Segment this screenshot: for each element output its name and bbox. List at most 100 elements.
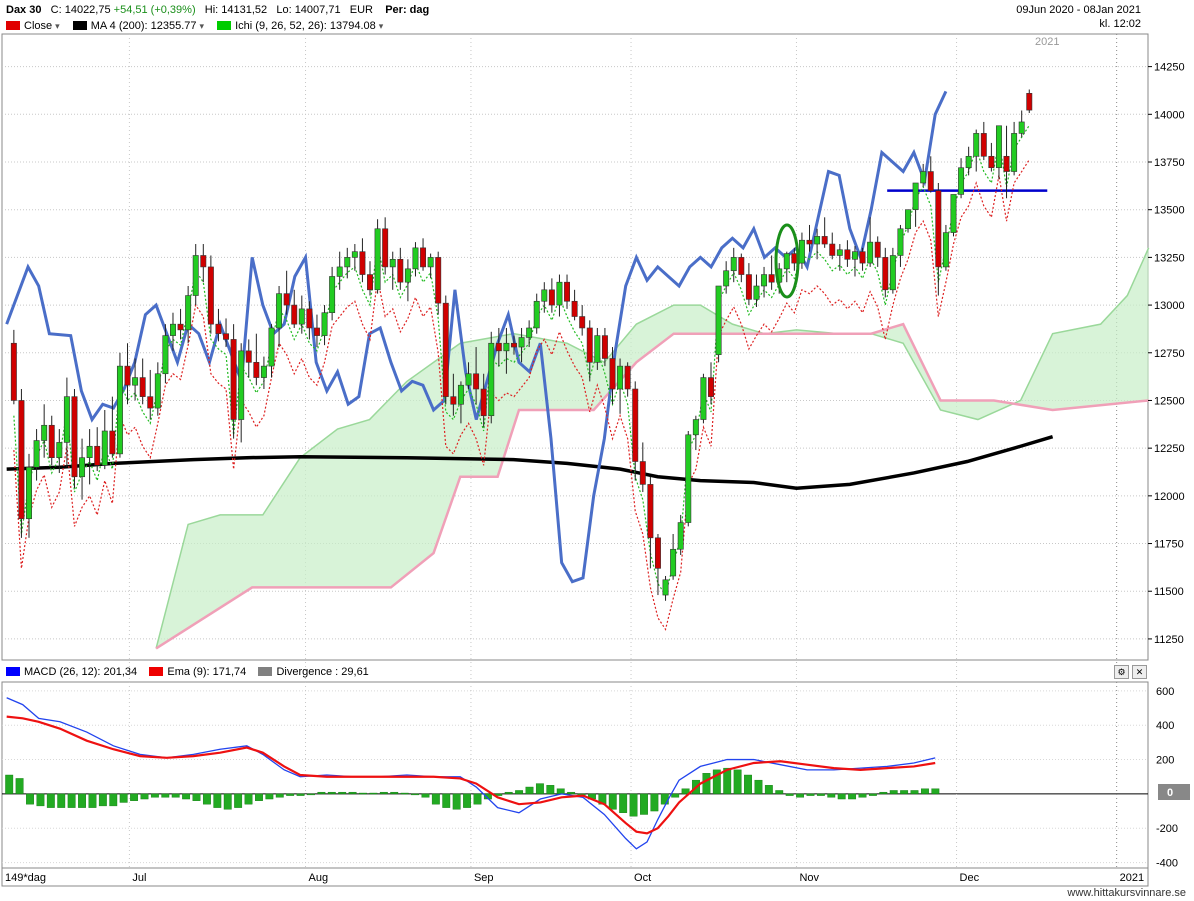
x-tick-label: 2021 xyxy=(1120,872,1144,884)
x-tick-label: Oct xyxy=(634,872,651,884)
candle-body xyxy=(268,327,275,367)
divergence-bar xyxy=(775,790,784,795)
candle-body xyxy=(639,461,646,485)
divergence-bar xyxy=(411,793,419,796)
candle-body xyxy=(488,342,495,417)
divergence-bar xyxy=(307,793,315,796)
candle-body xyxy=(397,258,404,283)
candle-body xyxy=(154,373,161,409)
settings-icon[interactable]: ⚙ xyxy=(1114,665,1129,679)
divergence-bar xyxy=(754,779,763,795)
candle-body xyxy=(935,190,942,268)
candle-body xyxy=(495,342,502,352)
candle-body xyxy=(109,430,116,455)
candle-body xyxy=(783,253,790,270)
legend-close[interactable]: Close xyxy=(6,20,52,32)
candle-body xyxy=(33,440,40,468)
divergence-bar xyxy=(671,793,680,798)
candle-body xyxy=(298,308,305,325)
candle-body xyxy=(283,293,290,306)
candle-body xyxy=(647,484,654,539)
divergence-bar xyxy=(535,783,544,795)
close-icon[interactable]: ✕ xyxy=(1132,665,1147,679)
legend-ema[interactable]: Ema (9): 171,74 xyxy=(149,666,246,678)
candle-body xyxy=(116,365,123,455)
candle-body xyxy=(18,400,25,520)
legend-macd[interactable]: MACD (26, 12): 201,34 xyxy=(6,666,137,678)
candle-body xyxy=(170,323,176,336)
candle-body xyxy=(86,445,93,458)
low-value: Lo: 14007,71 xyxy=(276,4,341,16)
ichi-swatch-icon xyxy=(217,21,232,30)
candle-body xyxy=(973,133,980,157)
divergence-bar xyxy=(827,793,836,798)
macd-tick-label: 400 xyxy=(1156,720,1174,732)
legend-divergence[interactable]: Divergence : 29,61 xyxy=(258,666,369,678)
candle-body xyxy=(215,323,222,334)
highlight-ellipse xyxy=(774,223,800,299)
chevron-down-icon[interactable]: ▾ xyxy=(378,21,384,31)
candle-body xyxy=(71,396,78,478)
candle-body xyxy=(79,457,86,478)
divergence-bar xyxy=(379,791,388,795)
divergence-bar xyxy=(26,793,34,805)
y-tick-label: 11250 xyxy=(1154,634,1184,646)
x-tick-label: Sep xyxy=(474,872,494,884)
candle-body xyxy=(882,257,889,291)
divergence-bar xyxy=(78,793,86,808)
days-label: 149*dag xyxy=(5,872,46,884)
divergence-bar xyxy=(546,785,555,795)
candle-body xyxy=(374,228,381,291)
candle-body xyxy=(276,293,283,329)
candle-body xyxy=(344,257,351,268)
divergence-bar xyxy=(400,792,409,795)
y-tick-label: 11750 xyxy=(1154,539,1184,551)
divergence-bar xyxy=(473,793,482,805)
candle-body xyxy=(859,251,866,264)
divergence-bar xyxy=(806,793,815,796)
candle-body xyxy=(995,125,1002,169)
candle-body xyxy=(761,274,768,287)
candle-body xyxy=(48,424,55,458)
macd-tick-label: 200 xyxy=(1156,755,1174,767)
chevron-down-icon[interactable]: ▾ xyxy=(199,21,205,31)
chevron-down-icon[interactable]: ▾ xyxy=(55,21,60,31)
watermark: www.hittakursvinnare.se xyxy=(1067,887,1186,899)
candle-body xyxy=(867,241,874,264)
divergence-bar xyxy=(921,788,929,795)
ma-swatch-icon xyxy=(72,21,87,30)
macd-tick-label: 600 xyxy=(1156,686,1174,698)
divergence-bar xyxy=(879,791,888,795)
divergence-bar xyxy=(98,793,107,807)
candle-body xyxy=(94,445,101,466)
divergence-bar xyxy=(265,793,274,800)
candle-body xyxy=(442,302,449,397)
candle-body xyxy=(162,335,169,375)
candle-body xyxy=(336,266,343,277)
candle-body xyxy=(768,274,775,283)
divergence-bar xyxy=(650,793,659,812)
divergence-bar xyxy=(504,791,513,795)
legend-ichi[interactable]: Ichi (9, 26, 52, 26): 13794.08 xyxy=(217,20,376,32)
candle-body xyxy=(942,232,949,268)
ichimoku-cloud xyxy=(155,247,1150,650)
candle-body xyxy=(723,270,730,287)
y-tick-label: 12250 xyxy=(1154,443,1185,455)
macd-panel xyxy=(1,681,1149,869)
divergence-bar xyxy=(5,774,14,795)
legend-ma[interactable]: MA 4 (200): 12355.77 xyxy=(72,20,197,32)
divergence-bar xyxy=(619,793,628,813)
candle-body xyxy=(200,255,207,268)
candle-body xyxy=(692,419,699,436)
divergence-bar xyxy=(910,790,919,795)
divergence-bar xyxy=(848,793,857,800)
change-value: +54,51 (+0,39%) xyxy=(113,4,196,16)
y-tick-label: 12750 xyxy=(1154,348,1185,360)
candle-body xyxy=(351,251,358,258)
divergence-bar xyxy=(525,786,534,795)
divergence-bar xyxy=(515,790,524,795)
divergence-bar xyxy=(796,793,805,798)
overlay-line xyxy=(5,90,948,584)
candle-body xyxy=(950,194,957,233)
candle-body xyxy=(730,257,737,272)
